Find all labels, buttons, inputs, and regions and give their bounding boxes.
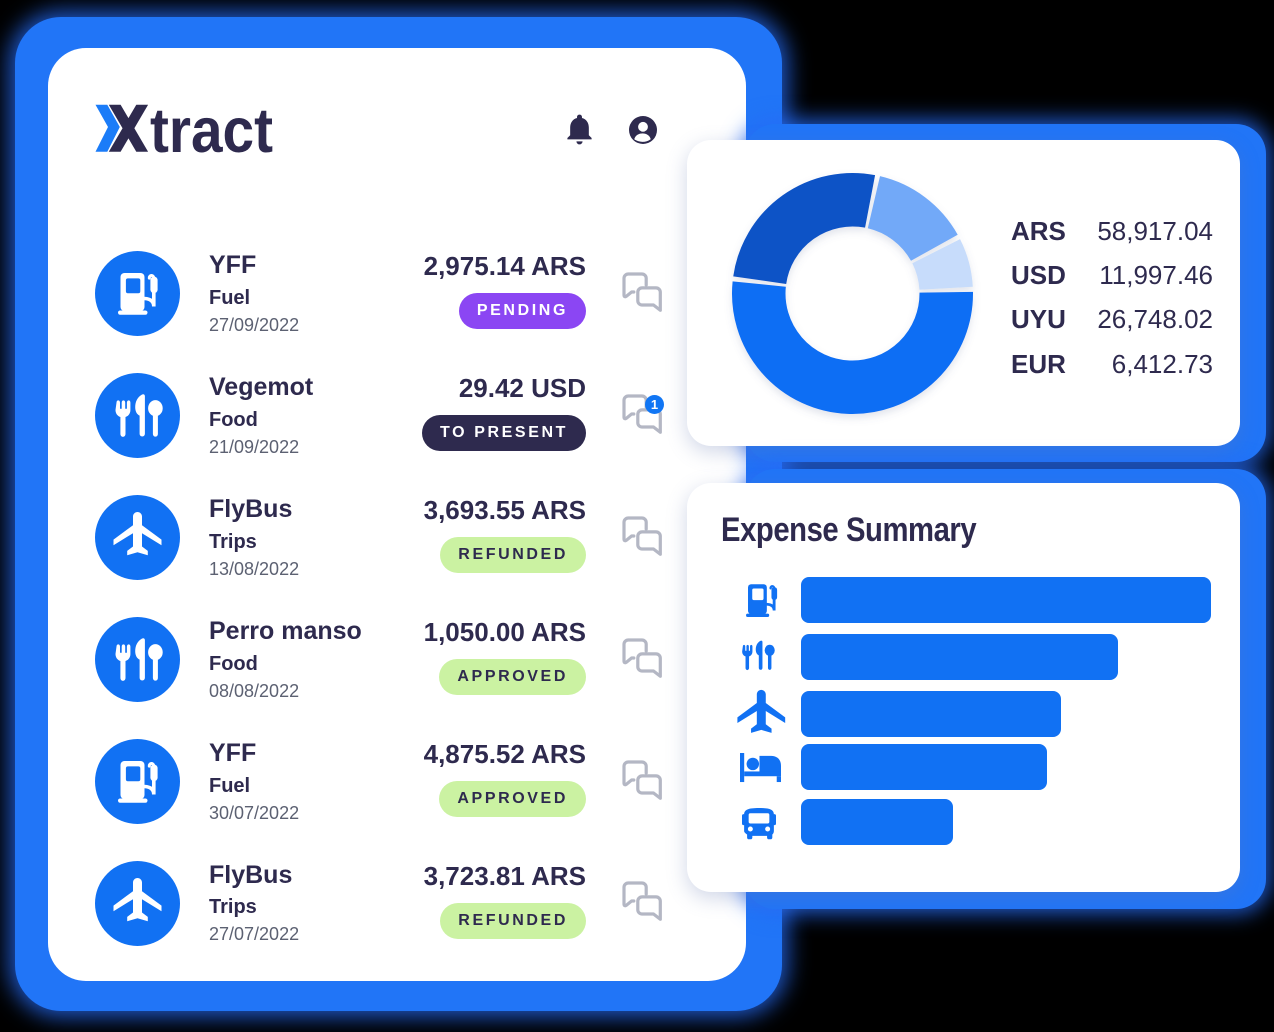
svg-text:tract: tract [150,96,273,166]
